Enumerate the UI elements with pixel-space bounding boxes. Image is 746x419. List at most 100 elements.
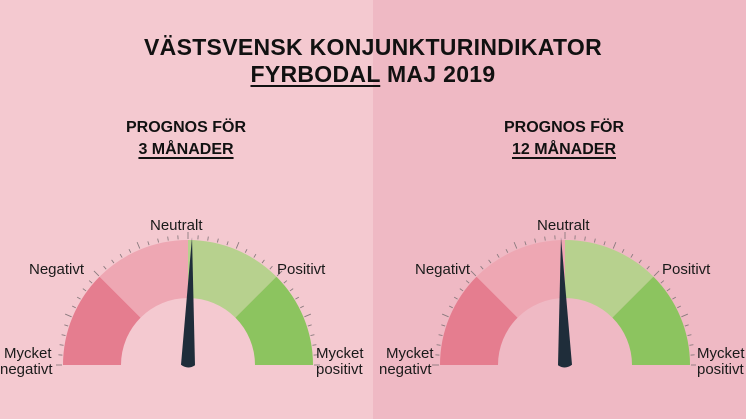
gauge-12m-tick	[488, 259, 492, 264]
gauge-12m-label-negative: Negativt	[415, 261, 471, 278]
gauge-3m-tick	[71, 305, 76, 309]
gauge-3m-label-very-positive-1: Mycket	[316, 345, 364, 362]
gauge-12m-segment-very-negative	[440, 276, 518, 365]
gauge-12m-tick	[524, 241, 527, 246]
gauge-3m-tick	[93, 270, 100, 277]
gauge-12m-tick	[534, 238, 537, 243]
gauge-3m-heading-line1: PROGNOS FÖR	[125, 119, 246, 136]
gauge-3m-tick	[235, 241, 240, 249]
gauge-3m-tick	[289, 288, 294, 292]
gauge-12m-tick	[621, 248, 625, 253]
gauge-3m-tick	[261, 259, 265, 264]
gauge-12m-heading-line1: PROGNOS FÖR	[503, 119, 624, 136]
gauge-3m-tick	[128, 248, 132, 253]
gauge-12m-tick	[448, 305, 453, 309]
gauge-3m-segment-very-positive	[235, 276, 313, 365]
gauge-12m-label-very-negative-1: Mycket	[386, 345, 434, 362]
gauge-12m-tick	[441, 324, 446, 327]
gauge-3m-segment-positive	[188, 240, 277, 318]
gauge-12m-tick	[646, 265, 650, 270]
gauge-3m-tick	[269, 265, 273, 270]
gauge-12m-tick	[441, 313, 449, 318]
gauge-12m-tick	[603, 241, 606, 246]
gauge-12m-heading-line2: 12 MÅNADER	[511, 141, 616, 158]
gauge-12m-tick	[496, 253, 500, 258]
gauge-3m-tick	[300, 305, 305, 309]
gauge-3m-tick	[216, 238, 219, 243]
gauge-12m-tick	[436, 344, 441, 346]
gauge-3m-tick	[226, 241, 229, 246]
gauge-12m-tick	[470, 270, 477, 277]
gauge-12m-label-neutral: Neutralt	[537, 217, 590, 234]
gauge-12m-tick	[505, 248, 509, 253]
gauge-3m	[56, 232, 320, 368]
gauge-12m-tick	[684, 324, 689, 327]
gauge-12m-tick	[453, 296, 458, 300]
gauge-12m-tick	[689, 344, 694, 346]
gauge-3m-label-very-negative-2: negativt	[0, 361, 53, 378]
gauge-3m-tick	[103, 265, 107, 270]
gauge-3m-heading-line2: 3 MÅNADER	[138, 141, 234, 158]
gauge-3m-tick	[295, 296, 300, 300]
gauge-12m-tick	[438, 334, 443, 337]
gauge-12m-segment-negative	[476, 240, 565, 318]
gauge-12m-segment-very-positive	[612, 276, 691, 365]
gauge-12m	[432, 232, 696, 368]
gauge-12m-label-very-positive-1: Mycket	[697, 345, 745, 362]
region-name: FYRBODAL	[250, 61, 381, 87]
gauge-12m-tick	[459, 288, 464, 292]
gauge-12m-tick	[630, 253, 634, 258]
gauge-12m-label-very-positive-2: positivt	[697, 361, 744, 378]
gauge-12m-tick	[584, 236, 586, 241]
main-title: VÄSTSVENSK KONJUNKTURINDIKATOR	[144, 34, 602, 60]
gauge-3m-tick	[111, 259, 115, 264]
gauge-12m-label-positive: Positivt	[662, 261, 711, 278]
gauge-12m-tick	[544, 236, 546, 241]
gauge-12m-tick	[465, 280, 470, 284]
gauge-3m-tick	[82, 288, 87, 292]
gauge-3m-tick	[207, 236, 209, 241]
gauge-3m-label-negative: Negativt	[29, 261, 85, 278]
gauge-3m-tick	[167, 236, 169, 241]
gauge-12m-label-very-negative-2: negativt	[379, 361, 432, 378]
gauge-3m-needle	[181, 237, 195, 368]
gauge-3m-label-very-positive-2: positivt	[316, 361, 363, 378]
gauge-3m-tick	[244, 248, 248, 253]
gauge-3m-tick	[64, 324, 69, 327]
gauge-12m-tick	[677, 305, 682, 309]
gauge-12m-tick	[612, 241, 617, 249]
gauge-3m-tick	[64, 313, 72, 318]
gauge-3m-tick	[253, 253, 257, 258]
gauge-12m-tick	[666, 288, 671, 292]
gauge-3m-tick	[276, 270, 283, 277]
gauge-3m-tick	[312, 344, 317, 346]
gauge-3m-label-positive: Positivt	[277, 261, 326, 278]
gauge-3m-tick	[88, 280, 93, 284]
gauge-12m-needle	[558, 237, 572, 368]
gauge-12m-tick	[687, 334, 692, 337]
gauge-3m-tick	[136, 241, 141, 249]
gauge-12m-tick	[638, 259, 642, 264]
gauge-12m-tick	[672, 296, 677, 300]
gauge-12m-segment-positive	[565, 240, 654, 318]
gauge-3m-tick	[76, 296, 81, 300]
gauge-12m-heading: PROGNOS FÖR 12 MÅNADER	[434, 117, 694, 161]
gauge-3m-heading: PROGNOS FÖR 3 MÅNADER	[56, 117, 316, 161]
gauge-3m-label-neutral: Neutralt	[150, 217, 203, 234]
gauge-3m-tick	[157, 238, 160, 243]
gauge-12m-tick	[480, 265, 484, 270]
gauge-3m-tick	[119, 253, 123, 258]
subtitle: FYRBODAL MAJ 2019	[0, 61, 746, 88]
gauge-3m-tick	[307, 324, 312, 327]
gauge-3m-tick	[59, 344, 64, 346]
gauge-12m-tick	[593, 238, 596, 243]
gauge-3m-tick	[304, 313, 312, 318]
gauge-3m-segment-very-negative	[63, 276, 141, 365]
gauge-12m-tick	[513, 241, 518, 249]
gauge-3m-segment-negative	[99, 240, 188, 318]
gauge-3m-tick	[61, 334, 66, 337]
gauge-12m-tick	[653, 270, 660, 277]
gauge-12m-tick	[660, 280, 665, 284]
gauge-3m-tick	[147, 241, 150, 246]
gauge-12m-tick	[681, 313, 689, 318]
